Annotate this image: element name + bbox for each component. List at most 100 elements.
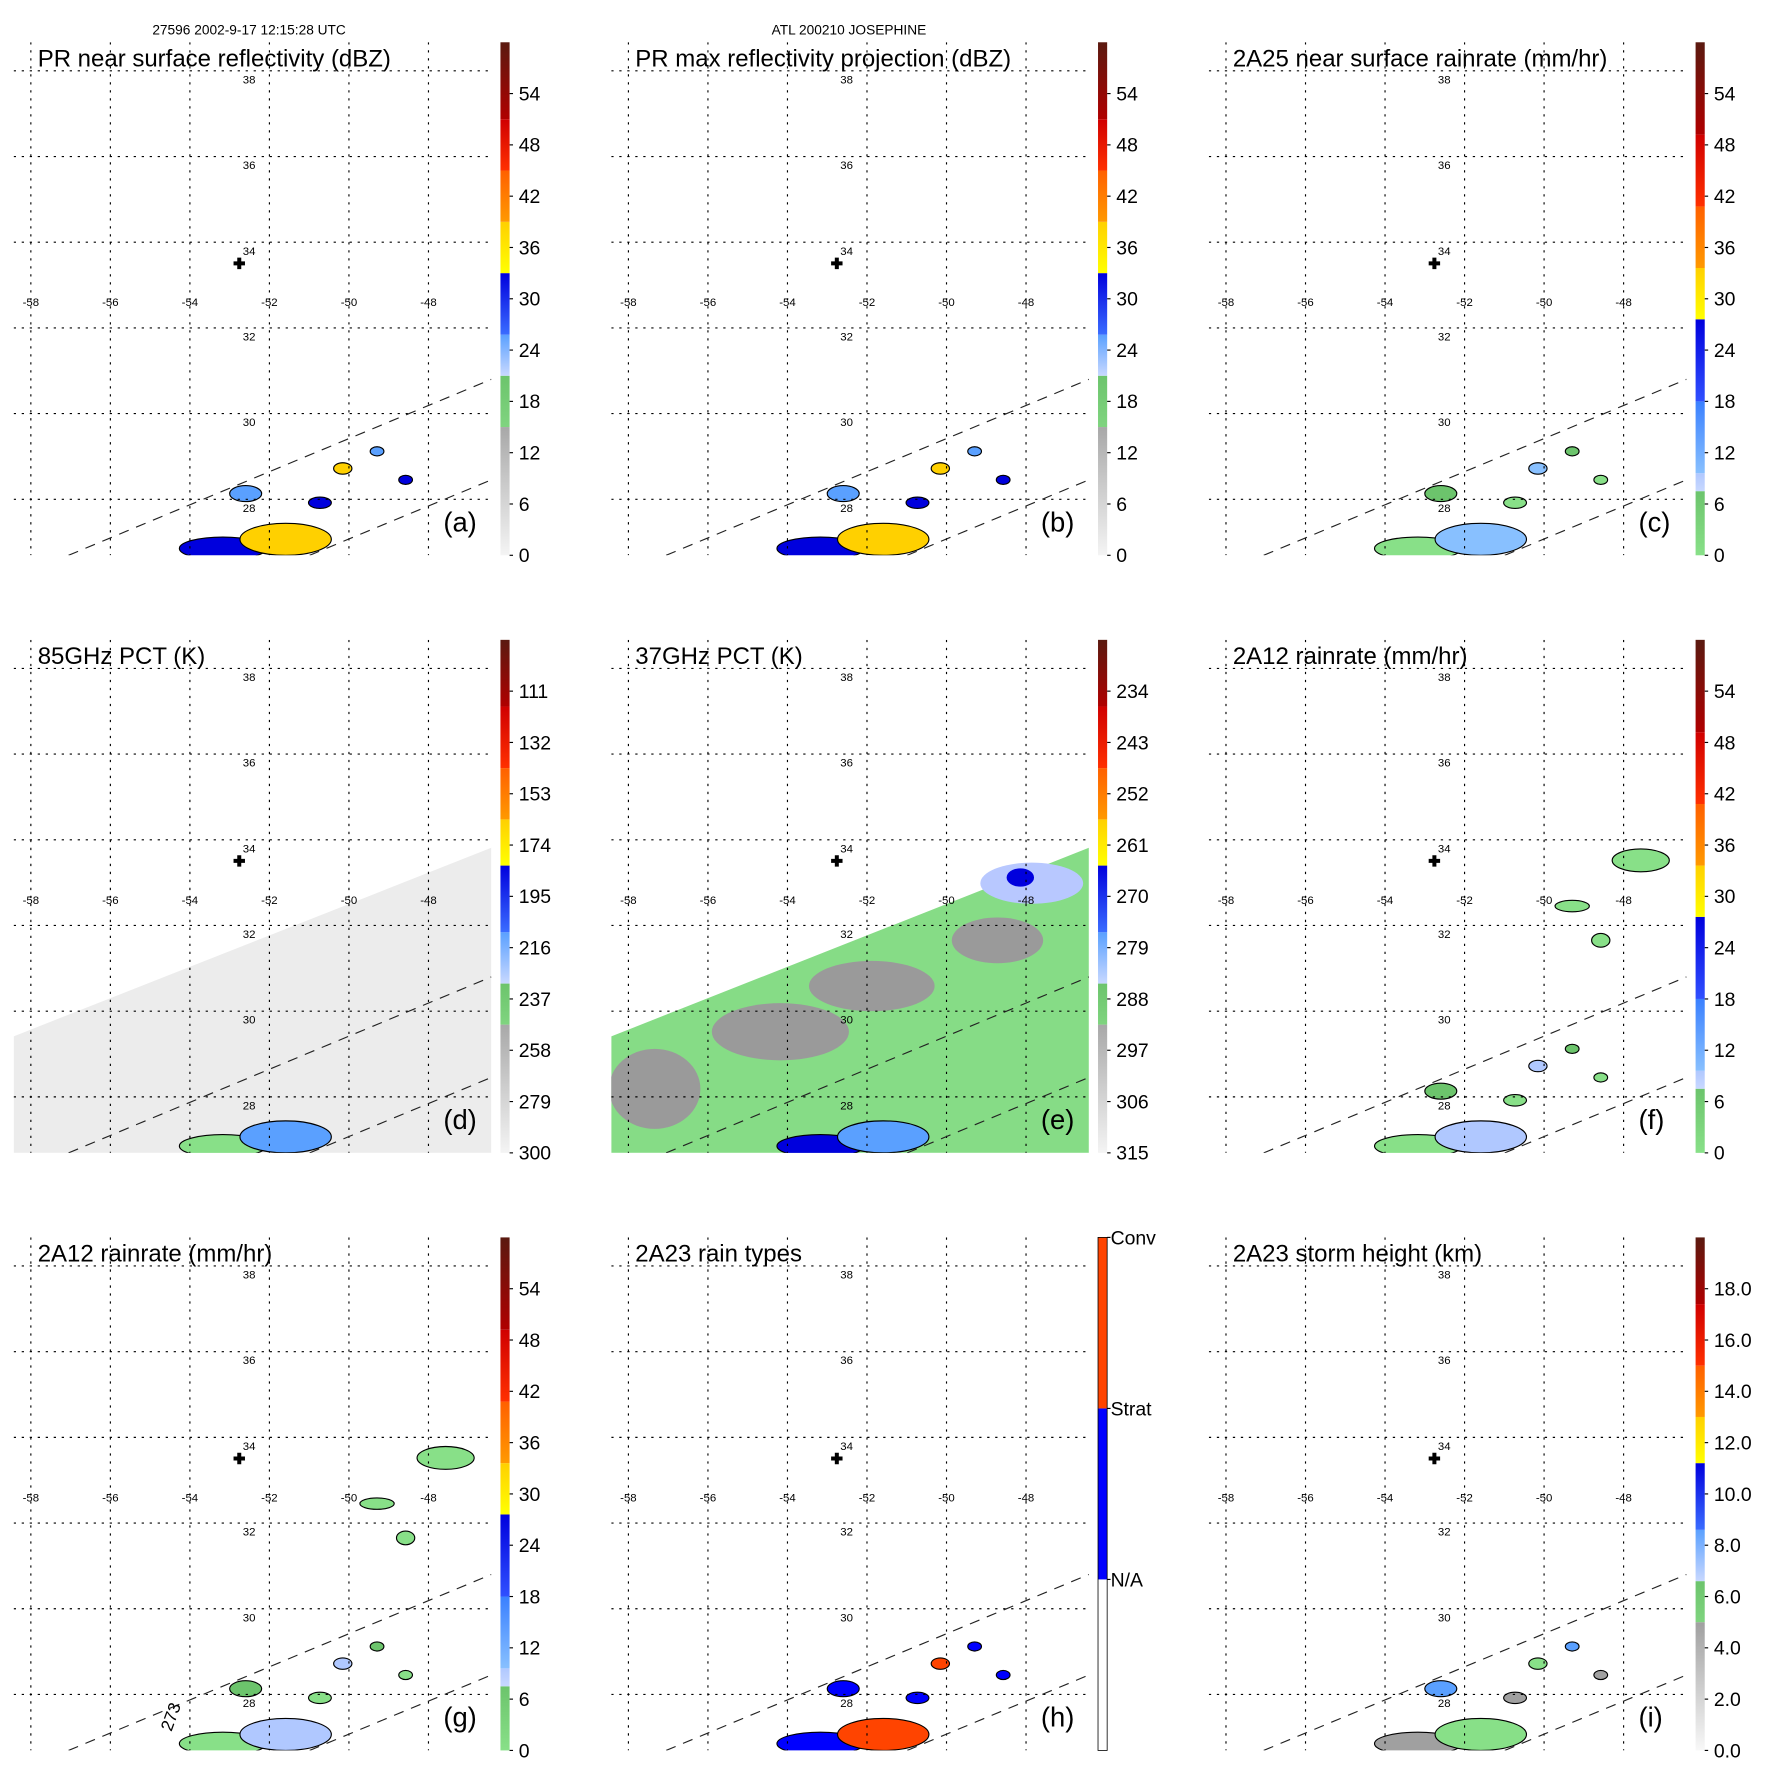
map-area: [611, 42, 1089, 556]
colorbar-segment: [1695, 42, 1705, 135]
lon-label: -48: [1615, 297, 1631, 309]
colorbar-segment: [1098, 706, 1108, 769]
rain-echo: [1564, 446, 1580, 457]
rain-echo: [930, 462, 951, 475]
lat-label: 30: [1438, 1612, 1451, 1624]
colorbar-tick-label: 243: [1116, 732, 1148, 754]
panel-letter: (f): [1638, 1104, 1664, 1135]
cold-area: [711, 1003, 849, 1061]
lon-label: -48: [420, 1492, 437, 1504]
colorbar-tick-label: 24: [519, 1535, 541, 1557]
colorbar-tick-label: 252: [1116, 784, 1148, 806]
map-area: [1208, 1237, 1687, 1751]
panel-a: -58 -56 -54 -52 -50 -48 38 36 34 32 30 28 PR near su…: [13, 42, 541, 567]
rain-echo: [395, 1530, 416, 1546]
colorbar-tick-label: 306: [1116, 1091, 1148, 1113]
lon-label: -54: [1377, 895, 1394, 907]
lat-label: 32: [243, 1527, 256, 1539]
lat-label: 38: [243, 1270, 256, 1282]
colorbar-tick-label: 30: [519, 1484, 541, 1506]
colorbar-tick-label: 6: [1116, 494, 1127, 516]
colorbar-segment: [500, 375, 510, 428]
lon-label: -54: [182, 895, 199, 907]
colorbar-segment: [1695, 865, 1705, 917]
colorbar-tick-label: 18: [1714, 391, 1736, 413]
colorbar-segment: [1098, 273, 1108, 335]
lat-label: 36: [243, 758, 256, 770]
colorbar-tick-label: 12: [519, 443, 541, 465]
colorbar-tick-label: 36: [519, 237, 541, 259]
colorbar-tick-label: 279: [1116, 938, 1148, 960]
colorbar-tick-label: 6: [1714, 494, 1725, 516]
lon-label: -52: [859, 1492, 876, 1504]
lat-label: 32: [840, 331, 853, 343]
lon-label: -48: [420, 297, 437, 309]
colorbar-tick-label: 0: [519, 1740, 530, 1762]
header-orbit-time: 27596 2002-9-17 12:15:28 UTC: [152, 22, 346, 37]
lon-label: -58: [1218, 297, 1234, 309]
swath-edge-right: [1504, 1674, 1687, 1751]
panel-title: 2A12 rainrate (mm/hr): [1233, 643, 1468, 670]
colorbar-segment: [1098, 42, 1108, 120]
tmi-swath: [13, 847, 492, 1153]
colorbar-tick-label: 48: [1116, 135, 1138, 157]
colorbar-segment: [500, 1401, 510, 1464]
panel-grid: -58 -56 -54 -52 -50 -48 38 36 34 32 30 28 PR near su…: [13, 42, 1752, 1762]
lon-label: -56: [1297, 297, 1314, 309]
lat-label: 28: [840, 1698, 853, 1710]
lat-label: 30: [840, 1612, 853, 1624]
panel-title: 2A12 rainrate (mm/hr): [38, 1240, 273, 1267]
colorbar-tick-label: 42: [519, 186, 541, 208]
lat-label: 36: [1438, 758, 1451, 770]
lon-label: -52: [1456, 1492, 1473, 1504]
rain-echo: [239, 1717, 332, 1751]
lat-label: 32: [243, 929, 256, 941]
lat-label: 34: [840, 1441, 853, 1453]
colorbar-tick-label: 14.0: [1714, 1381, 1752, 1403]
colorbar-tick-label: 24: [1714, 340, 1736, 362]
colorbar-tick-label: 18.0: [1714, 1279, 1752, 1301]
panel-title: PR near surface reflectivity (dBZ): [38, 45, 391, 72]
colorbar-tick-label: N/A: [1111, 1569, 1143, 1591]
lat-label: 34: [1438, 246, 1451, 258]
rain-echo: [1593, 1669, 1609, 1681]
lon-label: -48: [1615, 895, 1631, 907]
colorbar-segment: [1695, 916, 1705, 999]
lon-label: -50: [341, 297, 358, 309]
colorbar-segment: [500, 1237, 510, 1330]
map-area: [1208, 42, 1687, 556]
rain-echo: [930, 1657, 951, 1670]
lat-label: 30: [243, 417, 256, 429]
colorbar-segment: [1695, 401, 1705, 474]
rain-echo: [1591, 932, 1611, 948]
rain-echo: [398, 1669, 414, 1681]
colorbar-tick-label: 10.0: [1714, 1484, 1752, 1506]
colorbar-tick-label: 0: [1116, 545, 1127, 567]
panel-g: -58 -56 -54 -52 -50 -48 38 36 34 32 30 28 2A12 rainr…: [13, 1237, 541, 1762]
rain-echo: [905, 1691, 930, 1705]
lon-label: -48: [1018, 895, 1035, 907]
lon-label: -56: [700, 895, 717, 907]
colorbar-tick-label: 0: [1714, 545, 1725, 567]
rain-echo: [826, 485, 860, 503]
colorbar-tick-label: 216: [519, 938, 551, 960]
rain-echo: [1593, 1072, 1609, 1083]
colorbar-tick-label: 18: [1116, 391, 1138, 413]
colorbar-segment: [500, 221, 510, 274]
panel-letter: (d): [443, 1104, 477, 1135]
ice-scatter-core: [1006, 868, 1035, 887]
colorbar-segment: [500, 1596, 510, 1669]
lon-label: -58: [23, 1492, 40, 1504]
colorbar-segment: [1695, 206, 1705, 269]
map-area: [13, 1237, 492, 1751]
colorbar-segment: [500, 1024, 510, 1153]
rain-echo: [905, 496, 930, 510]
lat-label: 34: [1438, 843, 1451, 855]
colorbar-tick-label: 132: [519, 732, 551, 754]
colorbar-segment: [1695, 319, 1705, 402]
colorbar-segment: [1695, 732, 1705, 805]
swath-edge-right: [309, 1076, 492, 1153]
colorbar-tick-label: 0: [1714, 1143, 1725, 1165]
lon-label: -56: [102, 1492, 119, 1504]
lon-label: -56: [700, 297, 717, 309]
